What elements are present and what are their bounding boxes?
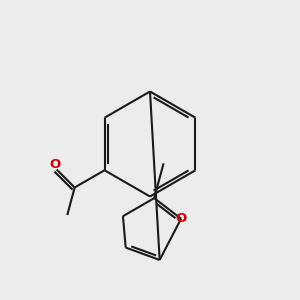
Text: O: O [176,212,187,225]
Text: O: O [50,158,61,172]
